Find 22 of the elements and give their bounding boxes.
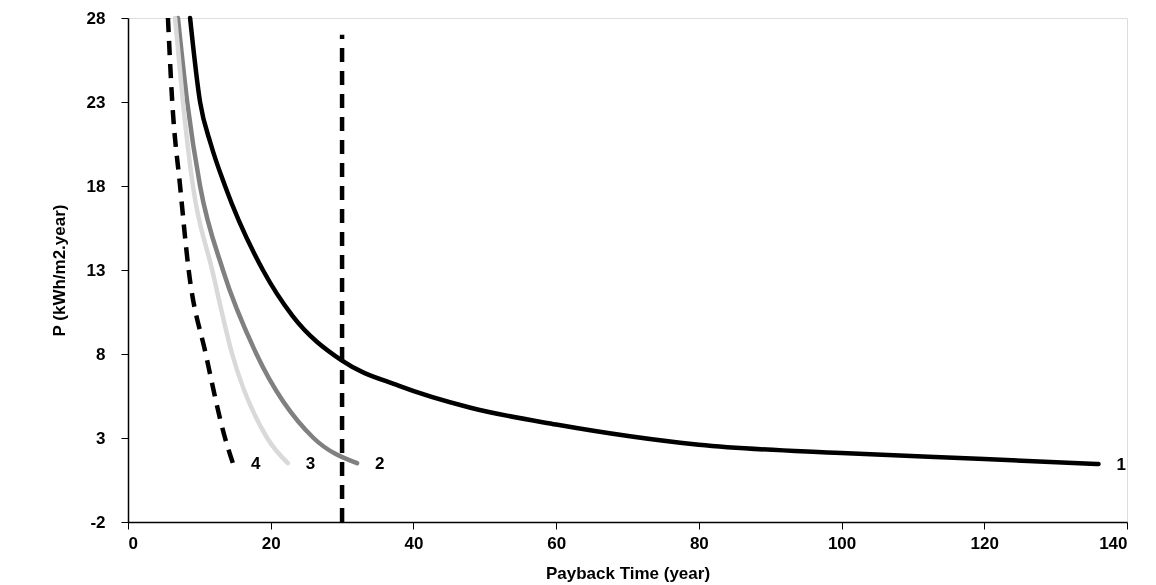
x-tick-label: 100 [827, 533, 857, 553]
line-series [165, 15, 236, 466]
x-tick-label: 0 [128, 533, 138, 553]
x-tick-label: 40 [404, 533, 424, 553]
x-axis-title: Payback Time (year) [545, 563, 711, 583]
y-tick-label: 13 [86, 260, 106, 280]
x-tick-label: 60 [547, 533, 567, 553]
series-label: 2 [375, 454, 385, 474]
y-tick-label: -2 [90, 512, 106, 532]
x-tick-label: 80 [689, 533, 709, 553]
y-axis-title: P (kWh/m2.year) [49, 204, 69, 337]
series-label: 1 [1116, 455, 1126, 475]
x-tick-label: 120 [970, 533, 999, 553]
series-label: 3 [305, 454, 316, 474]
y-tick-label: 8 [96, 344, 106, 364]
y-tick-label: 23 [86, 92, 106, 112]
y-tick-label: 18 [86, 176, 106, 196]
y-tick-label: 3 [96, 428, 106, 448]
x-tick-label: 140 [1099, 533, 1128, 553]
series-label: 4 [250, 454, 261, 474]
y-tick-label: 28 [86, 8, 106, 28]
x-tick-label: 20 [261, 533, 281, 553]
